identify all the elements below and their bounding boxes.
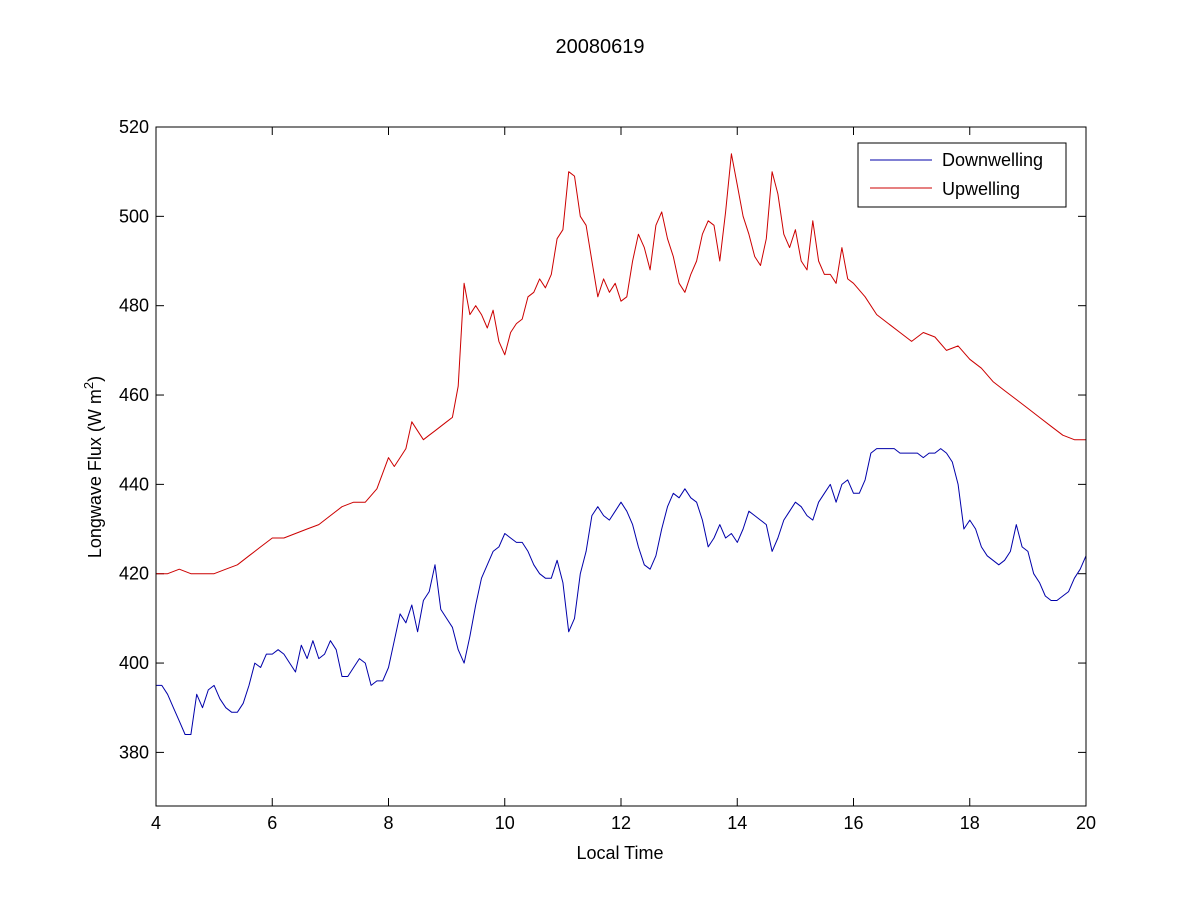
tick-layer: 4 6 8 10 12 14 16 18 20 380 400 420 440 460 480 500 520 [119, 117, 1096, 833]
x-axis-label: Local Time [576, 843, 663, 863]
x-tick-label: 10 [495, 813, 515, 833]
series-layer [156, 153, 1087, 735]
x-tick-label: 8 [383, 813, 393, 833]
y-axis-label: Longwave Flux (W m2) [81, 376, 105, 558]
x-tick-label: 20 [1076, 813, 1096, 833]
y-axis-label-main: Longwave Flux (W m [85, 389, 105, 558]
legend-label-upwelling: Upwelling [942, 179, 1020, 199]
y-tick-label: 500 [119, 206, 149, 226]
y-tick-label: 380 [119, 742, 149, 762]
legend-box [857, 142, 1067, 208]
y-tick-label: 460 [119, 385, 149, 405]
x-tick-label: 4 [151, 813, 161, 833]
y-tick-label: 480 [119, 296, 149, 316]
x-tick-label: 12 [611, 813, 631, 833]
chart-title: 20080619 [556, 36, 645, 58]
y-tick-label: 440 [119, 474, 149, 494]
y-axis-label-superscript: 2 [81, 382, 96, 389]
series-line-downwelling [156, 448, 1087, 735]
x-tick-label: 14 [727, 813, 747, 833]
x-tick-label: 18 [960, 813, 980, 833]
series-line-upwelling [156, 153, 1086, 575]
legend-label-downwelling: Downwelling [942, 150, 1043, 170]
legend: Downwelling Upwelling [857, 142, 1067, 208]
x-tick-label: 16 [843, 813, 863, 833]
y-tick-label: 400 [119, 653, 149, 673]
y-axis-label-end: ) [85, 376, 105, 382]
x-tick-label: 6 [267, 813, 277, 833]
y-tick-label: 520 [119, 117, 149, 137]
plot-area-frame [155, 126, 1087, 807]
y-tick-label: 420 [119, 564, 149, 584]
